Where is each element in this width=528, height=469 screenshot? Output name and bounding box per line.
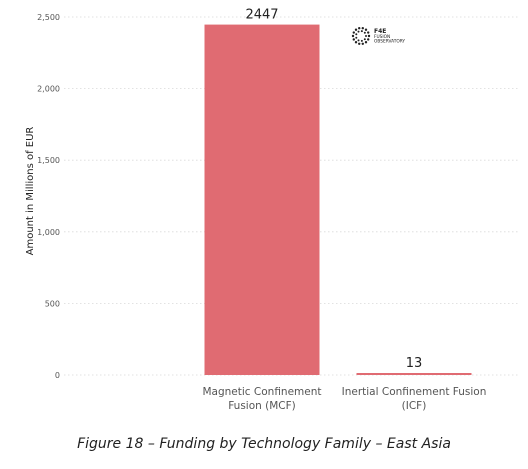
logo-text-observatory: OBSERVATORY [374,39,405,45]
logo-dot [363,31,366,34]
y-axis-label: Amount in Millions of EUR [25,127,36,256]
y-axis-ticks: 0 500 1,000 1,500 2,000 2,500 [37,13,60,380]
logo-dot [354,41,358,44]
logo-dot [355,33,358,36]
x-category-label: Fusion (MCF) [228,400,296,412]
y-tick-label: 1,500 [37,156,60,165]
logo-dot [361,27,364,30]
logo-dot [357,39,360,42]
logo-dot [354,28,358,31]
bar-data-label: 2447 [245,8,278,23]
y-tick-label: 0 [55,371,60,380]
logo-dot [367,38,370,41]
logo-dot [357,30,360,33]
logo-dot [363,38,366,41]
bars [204,24,472,375]
y-tick-label: 1,000 [37,228,60,237]
logo-dot [364,28,368,31]
fusion-observatory-logo-icon [351,27,371,45]
logo-dot [360,39,363,42]
logo-dot [367,34,371,38]
logo-dot [364,41,368,44]
x-category-label: Magnetic Confinement [202,386,321,398]
x-category-label: Inertial Confinement Fusion [342,386,487,398]
logo-text-f4e: F4E [374,28,386,35]
y-tick-label: 2,000 [37,85,60,94]
data-labels: 2447 13 [245,8,422,371]
y-tick-label: 500 [45,299,60,308]
bar [204,24,320,375]
bar [356,373,472,375]
logo-dot [367,31,370,34]
x-category-label: (ICF) [402,400,427,412]
logo-dot [361,42,364,45]
y-tick-label: 2,500 [37,13,60,22]
logo-dot [352,38,355,41]
logo-dot [360,30,363,33]
figure-caption: Figure 18 – Funding by Technology Family… [77,436,451,452]
logo-dot [358,42,361,45]
logo-dot [355,36,358,39]
x-axis-categories: Magnetic Confinement Fusion (MCF) Inertial… [202,386,486,412]
logo-dot [358,27,361,30]
f4e-logo: F4E FUSION OBSERVATORY [351,27,405,45]
logo-text-fusion: FUSION [374,34,390,40]
bar-data-label: 13 [406,356,423,371]
logo-dot [351,34,355,38]
logo-dot [365,35,367,37]
logo-dot [352,31,355,34]
